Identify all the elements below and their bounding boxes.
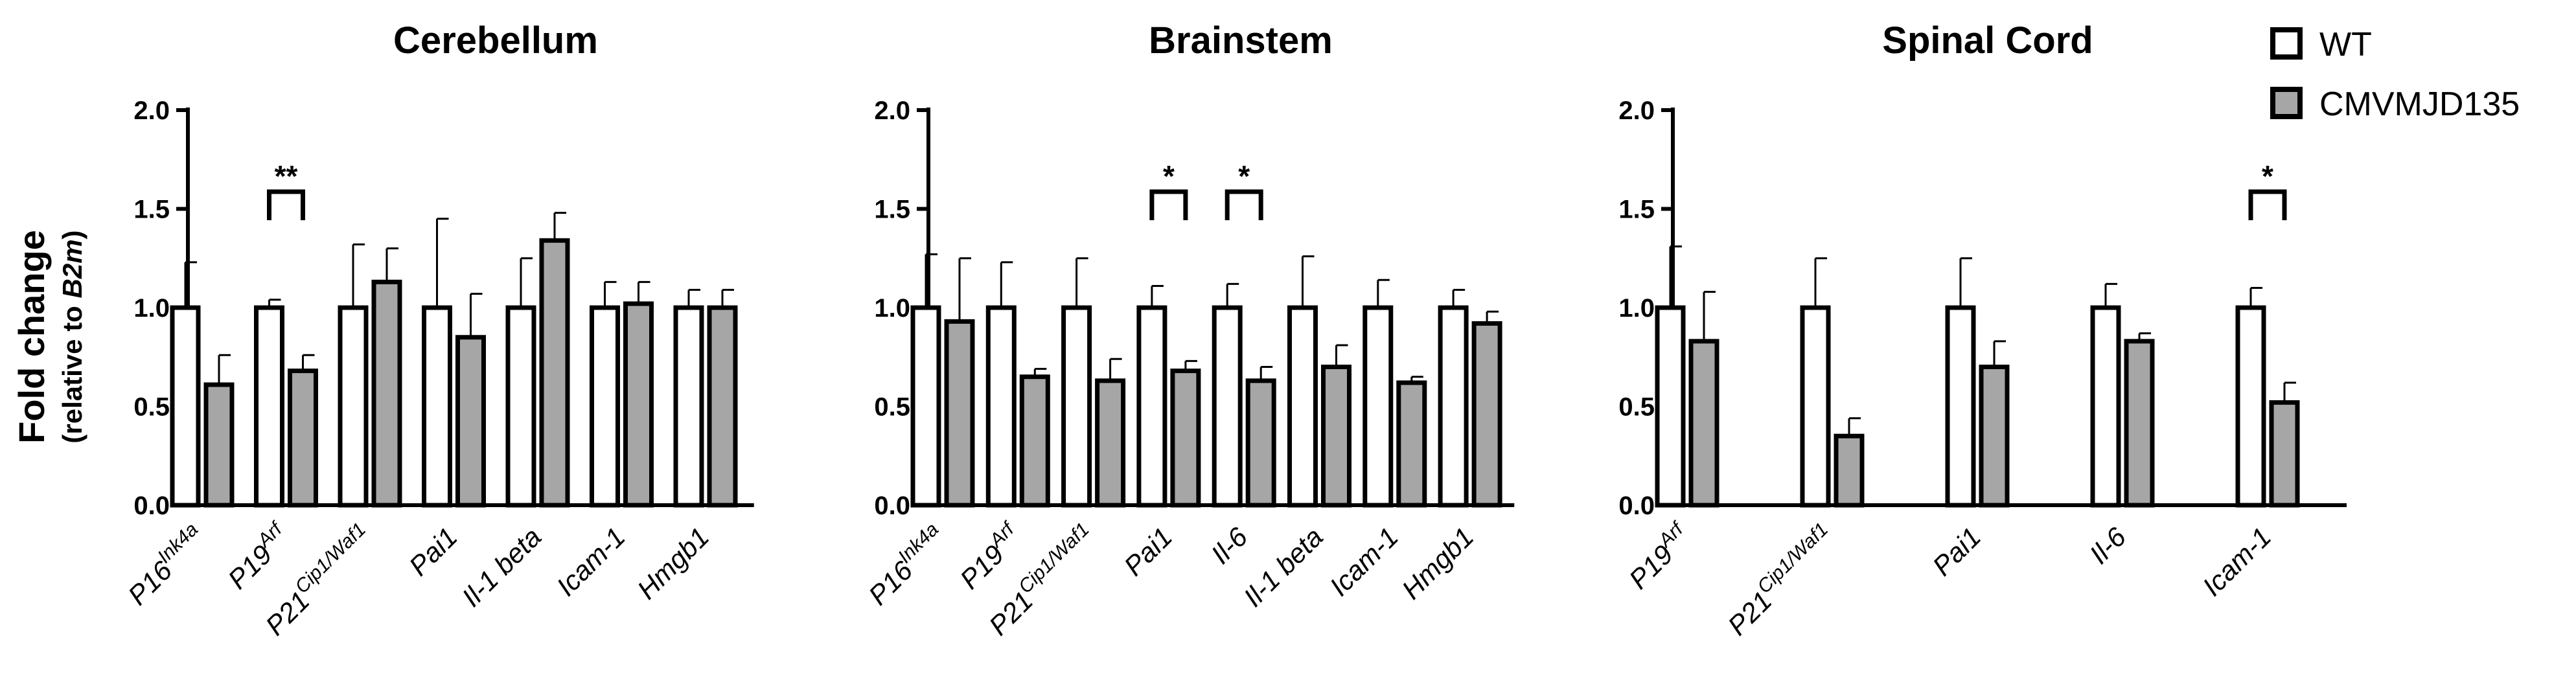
bar-cmvmjd135 <box>2124 339 2155 508</box>
bar-cmvmjd135 <box>1245 378 1276 508</box>
y-tick-label: 0.0 <box>133 492 170 520</box>
y-tick-label: 1.0 <box>874 294 910 323</box>
chart-title: Cerebellum <box>393 19 598 62</box>
bar-cmvmjd135 <box>1471 321 1502 508</box>
significance-label: ** <box>275 159 298 193</box>
bar-cmvmjd135 <box>1095 378 1126 508</box>
y-tick-label: 0.0 <box>1618 492 1655 520</box>
x-tick-label: P19Arf <box>1620 517 1697 595</box>
bar-cmvmjd135 <box>1321 365 1351 508</box>
x-tick-label: P16Ink4a <box>860 519 952 611</box>
chart-title: Spinal Cord <box>1882 19 2093 62</box>
y-tick-label: 1.0 <box>1618 294 1655 323</box>
bar-wt <box>1945 305 1976 508</box>
significance-bracket <box>267 189 305 220</box>
x-tick-label: Pai1 <box>403 521 463 582</box>
legend-label-wt: WT <box>2319 26 2372 63</box>
y-tick-label: 0.0 <box>874 492 910 520</box>
bar-wt <box>985 305 1017 508</box>
legend-label-cmvmjd135: CMVMJD135 <box>2319 85 2520 123</box>
bar-wt <box>1136 305 1167 508</box>
x-tick-label: P16Ink4a <box>119 519 211 611</box>
bar-wt <box>1287 305 1318 508</box>
panel-2: Spinal Cord 0.0 0.5 1.0 1.5 2.0 P19Arf P21Cip1/… <box>1618 19 2347 641</box>
bar-cmvmjd135 <box>1396 380 1427 508</box>
y-tick-label: 2.0 <box>874 97 910 125</box>
bar-wt <box>2090 305 2121 508</box>
y-axis-label: Fold change <box>11 230 52 444</box>
bar-wt <box>910 305 941 508</box>
bar-cmvmjd135 <box>371 279 402 508</box>
significance-bracket <box>1225 189 1263 220</box>
chart-title: Brainstem <box>1149 19 1333 62</box>
x-tick-label: Icam-1 <box>2196 521 2277 602</box>
legend: WT CMVMJD135 <box>2270 26 2520 123</box>
bar-cmvmjd135 <box>623 301 654 508</box>
legend-swatch-cmvmjd135 <box>2270 87 2303 119</box>
bar-cmvmjd135 <box>455 335 486 508</box>
bar-cmvmjd135 <box>539 238 570 508</box>
y-tick-label: 0.5 <box>133 393 170 422</box>
x-tick-label: Hmgb1 <box>631 521 715 605</box>
x-tick-label: Hmgb1 <box>1396 521 1479 605</box>
bar-wt <box>590 305 620 508</box>
bar-wt <box>1363 305 1394 508</box>
bar-wt <box>422 305 452 508</box>
x-tick-label: Icam-1 <box>551 521 631 602</box>
significance-label: * <box>2262 159 2273 193</box>
y-tick-label: 1.5 <box>874 196 910 224</box>
significance-label: * <box>1163 159 1175 193</box>
x-tick-label: Pai1 <box>1927 521 1987 582</box>
bar-wt <box>673 305 704 508</box>
bar-wt <box>170 305 201 508</box>
bar-wt <box>505 305 536 508</box>
bar-wt <box>338 305 369 508</box>
bar-wt <box>254 305 284 508</box>
bar-wt <box>1438 305 1469 508</box>
significance-label: * <box>1238 159 1250 193</box>
x-tick-label: Il-6 <box>1205 521 1254 570</box>
y-tick-label: 1.0 <box>133 294 170 323</box>
bar-wt <box>1061 305 1092 508</box>
bar-wt <box>1655 305 1686 508</box>
y-axis-label-group: Fold change (relative to B2m) <box>11 230 87 444</box>
x-tick-label: Il-1 beta <box>456 521 547 613</box>
bar-cmvmjd135 <box>288 369 318 508</box>
x-tick-label: Il-1 beta <box>1237 521 1329 613</box>
legend-swatch-wt <box>2270 27 2303 60</box>
x-tick-label: P19Arf <box>219 517 296 595</box>
panel-0: Cerebellum 0.0 0.5 1.0 1.5 2.0 P16Ink4a P19Arf P… <box>119 19 754 641</box>
y-tick-label: 1.5 <box>1618 196 1655 224</box>
bar-cmvmjd135 <box>1019 374 1050 508</box>
x-tick-label: Il-6 <box>2084 521 2132 570</box>
bar-cmvmjd135 <box>944 319 975 508</box>
y-tick-label: 0.5 <box>1618 393 1655 422</box>
bar-cmvmjd135 <box>203 382 235 508</box>
x-tick-label: Pai1 <box>1118 521 1179 582</box>
x-tick-label: Icam-1 <box>1324 521 1404 602</box>
bar-cmvmjd135 <box>1688 339 1719 508</box>
significance-bracket <box>2248 189 2287 220</box>
bar-wt <box>1800 305 1831 508</box>
bar-cmvmjd135 <box>2269 400 2300 508</box>
bar-wt <box>2235 305 2266 508</box>
y-tick-label: 0.5 <box>874 393 910 422</box>
bar-cmvmjd135 <box>1834 433 1865 508</box>
bar-cmvmjd135 <box>707 305 738 508</box>
y-tick-label: 1.5 <box>133 196 170 224</box>
x-tick-label: P21Cip1/Waf1 <box>1719 519 1841 641</box>
significance-bracket <box>1149 189 1188 220</box>
bar-cmvmjd135 <box>1170 369 1201 508</box>
y-tick-label: 2.0 <box>1618 97 1655 125</box>
bar-wt <box>1212 305 1243 508</box>
y-axis-sublabel: (relative to B2m) <box>57 230 87 443</box>
y-tick-label: 2.0 <box>133 97 170 125</box>
bar-cmvmjd135 <box>1979 365 2010 508</box>
